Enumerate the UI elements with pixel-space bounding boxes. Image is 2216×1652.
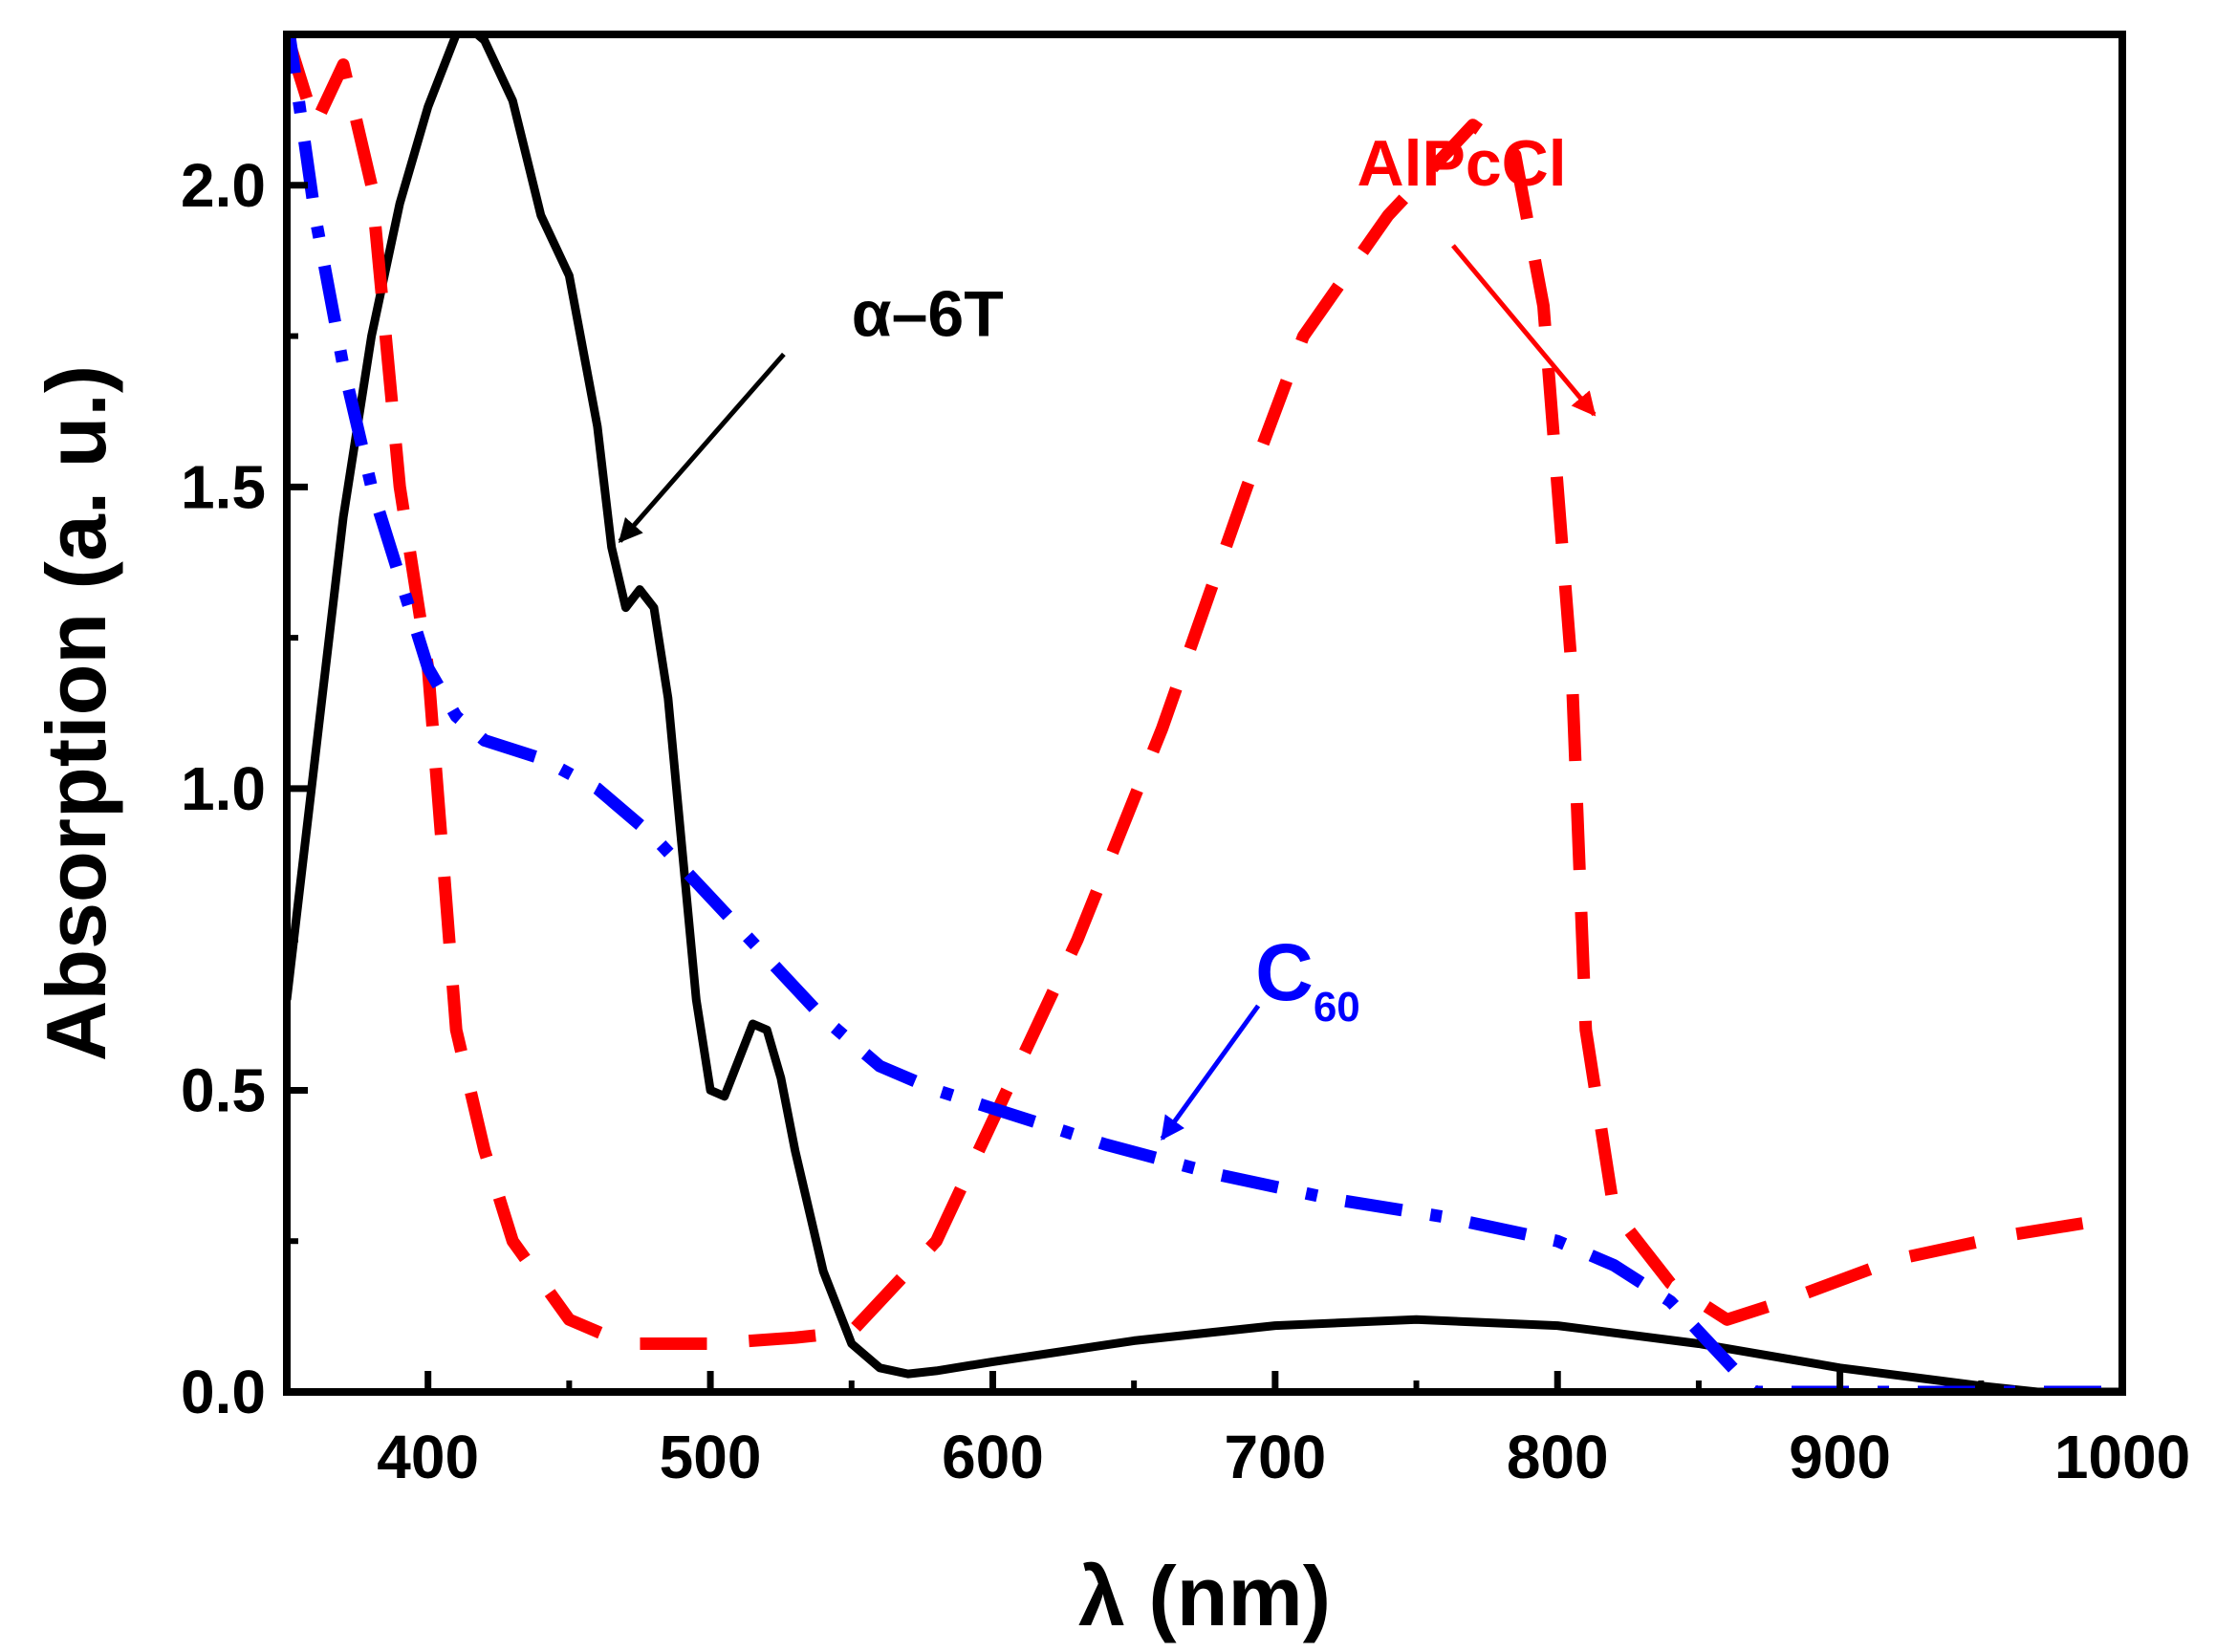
annotation-arrow	[1160, 1004, 1261, 1141]
y-tick-label: 2.0	[181, 151, 266, 220]
annotation-subscript: 60	[1314, 984, 1360, 1031]
x-tick-label: 1000	[2054, 1423, 2190, 1491]
annotation-arrow	[618, 352, 786, 544]
annotation-arrow	[1451, 244, 1597, 417]
annotations-layer: AlPcCl α–6T C60	[618, 127, 1597, 1141]
series-line	[287, 34, 2122, 1350]
x-axis-label: λ (nm)	[1078, 1549, 1331, 1643]
x-tick-label: 900	[1789, 1423, 1891, 1491]
x-tick-label: 400	[377, 1423, 479, 1491]
y-axis-label: Absorption (a. u.)	[29, 365, 123, 1061]
series-line	[287, 34, 2122, 1392]
x-tick-label: 500	[660, 1423, 762, 1491]
plot-frame	[283, 31, 2126, 1396]
x-tick-label: 800	[1507, 1423, 1609, 1491]
y-tick-label: 0.0	[181, 1358, 266, 1426]
x-tick-label: 600	[942, 1423, 1044, 1491]
y-tick-label: 1.0	[181, 754, 266, 823]
series-line	[287, 34, 2122, 1392]
annotation-label: α–6T	[852, 278, 1004, 351]
y-tick-label: 1.5	[181, 452, 266, 521]
ticks-layer: 400 500 600 700 800 900 1000 0.0 0.5 1.0 1.5 2.0	[181, 32, 2190, 1491]
x-tick-label: 700	[1224, 1423, 1326, 1491]
y-tick-label: 0.5	[181, 1055, 266, 1124]
annotation-label: AlPcCl	[1358, 127, 1567, 200]
series-layer	[287, 34, 2122, 1392]
annotation-label: C60	[1255, 927, 1360, 1031]
